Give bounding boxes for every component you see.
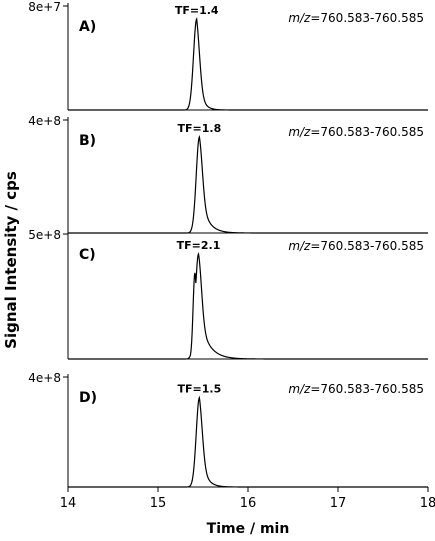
panel-trace bbox=[68, 395, 428, 488]
x-axis: 14 15 16 17 18 bbox=[60, 487, 435, 511]
panel-mz-annotation: m/z=760.583-760.585 bbox=[288, 239, 424, 253]
chart-panel-3: 5e+8 C) m/z=760.583-760.585 TF=2.1 bbox=[28, 228, 428, 360]
panel-mz-annotation: m/z=760.583-760.585 bbox=[288, 125, 424, 139]
panel-y-max-label: 4e+8 bbox=[28, 114, 61, 128]
chart-panel-2: 4e+8 B) m/z=760.583-760.585 TF=1.8 bbox=[28, 114, 428, 234]
panel-letter-label: C) bbox=[79, 247, 96, 263]
mz-range: =760.583-760.585 bbox=[310, 11, 424, 25]
mz-prefix: m/z bbox=[288, 239, 311, 253]
panel-trace bbox=[68, 134, 428, 234]
panel-tf-label: TF=1.4 bbox=[175, 4, 219, 17]
panel-trace bbox=[68, 16, 428, 111]
mz-prefix: m/z bbox=[288, 11, 311, 25]
chart-panel-1: 8e+7 A) m/z=760.583-760.585 TF=1.4 bbox=[28, 0, 428, 111]
x-tick-label: 18 bbox=[420, 496, 435, 511]
x-tick-label: 16 bbox=[240, 496, 257, 511]
x-tick-label: 17 bbox=[330, 496, 347, 511]
mz-range: =760.583-760.585 bbox=[310, 125, 424, 139]
panel-y-max-label: 5e+8 bbox=[28, 228, 61, 242]
mz-range: =760.583-760.585 bbox=[310, 239, 424, 253]
panel-mz-annotation: m/z=760.583-760.585 bbox=[288, 382, 424, 396]
x-tick-label: 15 bbox=[150, 496, 167, 511]
mz-prefix: m/z bbox=[288, 125, 311, 139]
panel-y-max-label: 8e+7 bbox=[28, 0, 61, 14]
chart-panel-4: 4e+8 D) m/z=760.583-760.585 TF=1.5 bbox=[28, 371, 428, 488]
panel-y-max-label: 4e+8 bbox=[28, 371, 61, 385]
panel-letter-label: B) bbox=[79, 133, 96, 149]
panel-mz-annotation: m/z=760.583-760.585 bbox=[288, 11, 424, 25]
panel-tf-label: TF=1.8 bbox=[178, 122, 222, 135]
panel-letter-label: D) bbox=[79, 390, 97, 406]
panel-letter-label: A) bbox=[79, 19, 96, 35]
panel-trace bbox=[68, 251, 428, 360]
x-axis-label: Time / min bbox=[207, 521, 290, 537]
panel-tf-label: TF=2.1 bbox=[177, 239, 221, 252]
x-tick-label: 14 bbox=[60, 496, 77, 511]
panels-group: 8e+7A)m/z=760.583-760.585TF=1.44e+8B)m/z… bbox=[28, 0, 428, 488]
mz-range: =760.583-760.585 bbox=[310, 382, 424, 396]
mz-prefix: m/z bbox=[288, 382, 311, 396]
y-axis-label: Signal Intensity / cps bbox=[2, 171, 20, 349]
panel-tf-label: TF=1.5 bbox=[178, 383, 222, 396]
